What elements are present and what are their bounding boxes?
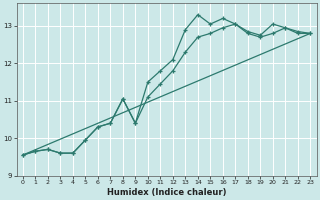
X-axis label: Humidex (Indice chaleur): Humidex (Indice chaleur) [107,188,226,197]
